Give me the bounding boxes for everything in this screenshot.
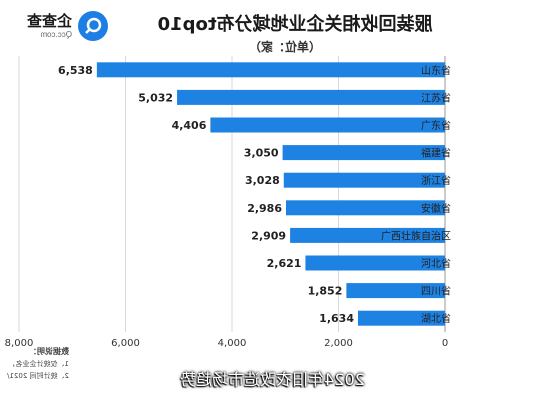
- x-tick-label: 6,000: [111, 338, 140, 349]
- bar: [96, 62, 445, 78]
- category-label: 江苏省: [421, 91, 451, 104]
- value-label: 2,909: [251, 229, 286, 242]
- value-label: 5,032: [138, 91, 173, 104]
- category-label: 湖北省: [421, 312, 451, 325]
- value-label: 3,028: [245, 174, 280, 187]
- category-label: 浙江省: [421, 174, 451, 187]
- value-label: 1,634: [319, 312, 354, 325]
- value-label: 4,406: [172, 119, 207, 132]
- category-label: 山东省: [421, 64, 451, 77]
- value-label: 2,986: [247, 202, 282, 215]
- bar: [285, 200, 445, 216]
- bar: [177, 89, 445, 105]
- overlay-caption: 2024年旧衣改造市场趋势: [180, 370, 365, 389]
- x-tick-label: 2,000: [324, 338, 353, 349]
- value-label: 2,621: [267, 257, 302, 270]
- bar: [210, 117, 445, 133]
- bar: [305, 255, 445, 271]
- x-tick-label: 8,000: [5, 338, 34, 349]
- category-label: 河北省: [421, 257, 451, 270]
- category-label: 广西壮族自治区: [381, 229, 451, 242]
- category-label: 安徽省: [421, 202, 451, 215]
- x-tick-label: 4,000: [218, 338, 247, 349]
- bar: [283, 172, 445, 188]
- category-label: 福建省: [421, 147, 451, 160]
- qcc-logo-icon: [78, 11, 108, 41]
- value-label: 6,538: [58, 64, 93, 77]
- bar: [282, 145, 445, 161]
- qcc-logo: 企查查 Qcc.com: [8, 8, 108, 44]
- notes-title: 数据说明：: [29, 347, 69, 356]
- category-label: 广东省: [421, 119, 451, 132]
- bar: [290, 227, 445, 243]
- bar: [346, 283, 445, 299]
- value-label: 1,852: [308, 285, 343, 298]
- value-label: 3,050: [244, 147, 279, 160]
- x-tick-label: 0: [442, 338, 448, 349]
- bar: [357, 310, 445, 326]
- category-label: 四川省: [421, 285, 451, 298]
